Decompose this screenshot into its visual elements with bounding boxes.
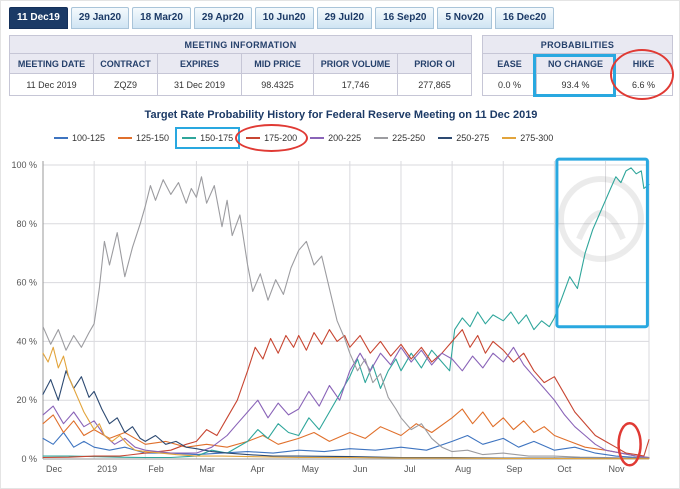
legend-item-275-300[interactable]: 275-300 bbox=[499, 131, 556, 145]
meeting-date-value: 11 Dec 2019 bbox=[9, 73, 94, 96]
meeting-information-table: MEETING INFORMATION MEETING DATE CONTRAC… bbox=[9, 35, 472, 96]
tab-16-dec20[interactable]: 16 Dec20 bbox=[494, 7, 555, 29]
meeting-information-title: MEETING INFORMATION bbox=[9, 35, 472, 54]
col-hike: HIKE bbox=[614, 53, 673, 74]
x-tick-label: 2019 bbox=[97, 464, 117, 474]
tab-18-mar20[interactable]: 18 Mar20 bbox=[132, 7, 191, 29]
col-meeting-date: MEETING DATE bbox=[9, 53, 94, 74]
chart-highlight-ellipse bbox=[617, 422, 642, 467]
legend-item-250-275[interactable]: 250-275 bbox=[435, 131, 492, 145]
col-ease: EASE bbox=[482, 53, 537, 74]
expires-value: 31 Dec 2019 bbox=[157, 73, 242, 96]
col-expires: EXPIRES bbox=[157, 53, 242, 74]
y-tick-label: 20 % bbox=[16, 395, 37, 405]
legend-swatch-200-225 bbox=[310, 137, 325, 139]
tab-29-apr20[interactable]: 29 Apr20 bbox=[193, 7, 252, 29]
col-contract: CONTRACT bbox=[93, 53, 158, 74]
tab-16-sep20[interactable]: 16 Sep20 bbox=[375, 7, 435, 29]
x-tick-label: Dec bbox=[46, 464, 63, 474]
legend-swatch-125-150 bbox=[118, 137, 133, 139]
legend-label: 125-150 bbox=[136, 133, 170, 143]
y-tick-label: 40 % bbox=[16, 336, 37, 346]
x-tick-label: Jul bbox=[404, 464, 416, 474]
chart-highlight-box bbox=[555, 157, 649, 329]
series-line-200-225 bbox=[42, 346, 650, 459]
info-tables-row: MEETING INFORMATION MEETING DATE CONTRAC… bbox=[9, 35, 674, 100]
chart-legend: 100-125 125-150 150-175 175-200 200-225 … bbox=[51, 124, 556, 152]
legend-item-200-225[interactable]: 200-225 bbox=[307, 131, 364, 145]
legend-label: 175-200 bbox=[264, 133, 298, 143]
ease-value: 0.0 % bbox=[482, 73, 537, 96]
legend-swatch-275-300 bbox=[502, 137, 517, 139]
col-no-change: NO CHANGE bbox=[536, 53, 615, 74]
meeting-tabs: 11 Dec19 29 Jan20 18 Mar20 29 Apr20 10 J… bbox=[9, 7, 555, 29]
hike-value: 6.6 % bbox=[614, 73, 673, 96]
prior-volume-value: 17,746 bbox=[313, 73, 398, 96]
mid-price-value: 98.4325 bbox=[241, 73, 314, 96]
legend-item-100-125[interactable]: 100-125 bbox=[51, 131, 108, 145]
x-tick-label: Sep bbox=[506, 464, 522, 474]
x-axis-labels: Dec 2019 Feb Mar Apr May Jun Jul Aug Sep Oct Nov bbox=[46, 464, 625, 474]
legend-item-125-150[interactable]: 125-150 bbox=[115, 131, 172, 145]
legend-label: 150-175 bbox=[200, 133, 234, 143]
x-tick-label: May bbox=[302, 464, 320, 474]
y-tick-label: 0 % bbox=[21, 454, 37, 464]
prior-oi-value: 277,865 bbox=[397, 73, 472, 96]
series-line-150-175 bbox=[42, 167, 650, 459]
series-line-175-200 bbox=[42, 329, 650, 459]
series-line-250-275 bbox=[42, 370, 650, 459]
legend-swatch-150-175 bbox=[182, 137, 197, 139]
legend-label: 200-225 bbox=[328, 133, 362, 143]
legend-item-225-250[interactable]: 225-250 bbox=[371, 131, 428, 145]
legend-label: 225-250 bbox=[392, 133, 426, 143]
col-mid-price: MID PRICE bbox=[241, 53, 314, 74]
series-line-225-250 bbox=[42, 176, 650, 459]
legend-swatch-225-250 bbox=[374, 137, 389, 139]
tab-5-nov20[interactable]: 5 Nov20 bbox=[437, 7, 492, 29]
probabilities-title: PROBABILITIES bbox=[482, 35, 673, 54]
x-tick-label: Oct bbox=[557, 464, 572, 474]
legend-label: 250-275 bbox=[456, 133, 490, 143]
tab-29-jul20[interactable]: 29 Jul20 bbox=[316, 7, 373, 29]
legend-item-175-200[interactable]: 175-200 bbox=[235, 124, 309, 152]
series-line-125-150 bbox=[42, 408, 650, 459]
tab-10-jun20[interactable]: 10 Jun20 bbox=[254, 7, 314, 29]
y-tick-label: 100 % bbox=[11, 160, 37, 170]
no-change-value: 93.4 % bbox=[536, 73, 615, 96]
col-prior-volume: PRIOR VOLUME bbox=[313, 53, 398, 74]
probabilities-table: PROBABILITIES EASE NO CHANGE HIKE 0.0 % … bbox=[482, 35, 673, 96]
legend-label: 100-125 bbox=[72, 133, 106, 143]
x-tick-label: Jun bbox=[353, 464, 368, 474]
col-prior-oi: PRIOR OI bbox=[397, 53, 472, 74]
series-line-275-300 bbox=[42, 346, 650, 460]
chart-series bbox=[42, 167, 650, 460]
probability-history-chart[interactable]: 0 % 20 % 40 % 60 % 80 % 100 % Dec 2019 Feb Mar Ap… bbox=[1, 147, 680, 487]
x-tick-label: Apr bbox=[251, 464, 265, 474]
legend-label: 275-300 bbox=[520, 133, 554, 143]
x-tick-label: Mar bbox=[199, 464, 215, 474]
legend-swatch-100-125 bbox=[54, 137, 68, 139]
legend-swatch-175-200 bbox=[246, 137, 261, 139]
tab-11-dec19[interactable]: 11 Dec19 bbox=[9, 7, 68, 29]
series-line-100-125 bbox=[42, 431, 650, 459]
x-tick-label: Nov bbox=[609, 464, 626, 474]
x-tick-label: Feb bbox=[148, 464, 164, 474]
legend-swatch-250-275 bbox=[438, 137, 453, 139]
y-tick-label: 60 % bbox=[16, 278, 37, 288]
tab-29-jan20[interactable]: 29 Jan20 bbox=[70, 7, 130, 29]
contract-value: ZQZ9 bbox=[93, 73, 158, 96]
y-axis-labels: 0 % 20 % 40 % 60 % 80 % 100 % bbox=[11, 160, 37, 464]
legend-item-150-175[interactable]: 150-175 bbox=[175, 127, 241, 149]
probabilities-wrap: PROBABILITIES EASE NO CHANGE HIKE 0.0 % … bbox=[482, 35, 674, 100]
watermark-icon bbox=[558, 176, 644, 262]
y-tick-label: 80 % bbox=[16, 219, 37, 229]
chart-title: Target Rate Probability History for Fede… bbox=[144, 109, 538, 121]
chart-axes bbox=[42, 161, 649, 460]
x-tick-label: Aug bbox=[455, 464, 471, 474]
